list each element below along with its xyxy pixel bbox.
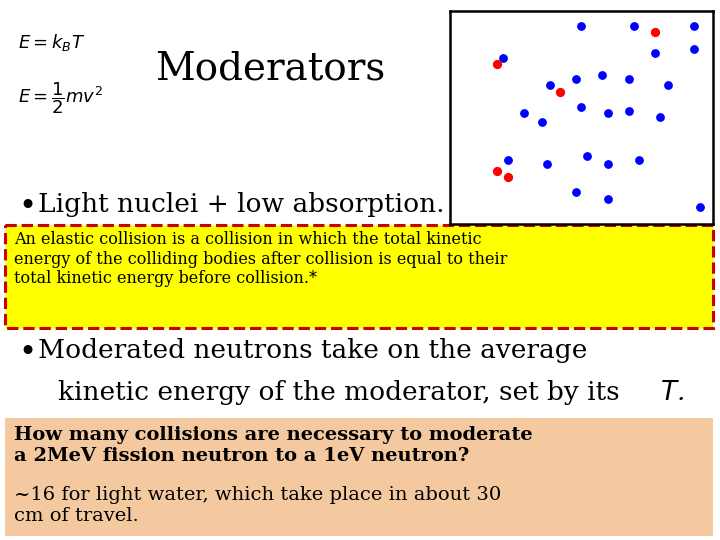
Point xyxy=(688,45,700,53)
Point xyxy=(492,166,503,175)
Text: •: • xyxy=(18,338,36,367)
Point xyxy=(502,173,513,181)
Point xyxy=(581,152,593,160)
Point xyxy=(576,103,588,111)
Bar xyxy=(5,418,713,536)
Text: $E = \dfrac{1}{2}mv^2$: $E = \dfrac{1}{2}mv^2$ xyxy=(18,80,103,116)
Point xyxy=(597,70,608,79)
Point xyxy=(628,22,639,30)
Text: $T$.: $T$. xyxy=(660,380,684,405)
Text: How many collisions are necessary to moderate
a 2MeV fission neutron to a 1eV ne: How many collisions are necessary to mod… xyxy=(14,426,533,465)
Text: Moderated neutrons take on the average: Moderated neutrons take on the average xyxy=(38,338,588,363)
Text: Moderators: Moderators xyxy=(155,50,385,87)
Point xyxy=(662,81,674,90)
Point xyxy=(541,160,553,168)
Text: Light nuclei + low absorption.: Light nuclei + low absorption. xyxy=(38,192,444,217)
Point xyxy=(536,117,548,126)
Point xyxy=(502,156,513,164)
Point xyxy=(623,75,634,83)
Point xyxy=(554,87,566,96)
Point xyxy=(688,22,700,30)
Text: $E = k_B T$: $E = k_B T$ xyxy=(18,32,85,53)
Point xyxy=(602,109,613,118)
Point xyxy=(576,22,588,30)
Point xyxy=(544,81,556,90)
Point xyxy=(492,60,503,69)
Point xyxy=(602,194,613,203)
Text: An elastic collision is a collision in which the total kinetic
energy of the col: An elastic collision is a collision in w… xyxy=(14,231,508,287)
Point xyxy=(602,160,613,168)
Point xyxy=(570,75,582,83)
Text: kinetic energy of the moderator, set by its: kinetic energy of the moderator, set by … xyxy=(58,380,628,405)
Point xyxy=(649,28,661,37)
Point xyxy=(623,107,634,116)
Point xyxy=(654,113,666,122)
Point xyxy=(634,156,645,164)
Point xyxy=(694,202,706,211)
Point xyxy=(518,109,529,118)
Point xyxy=(649,49,661,58)
Point xyxy=(497,53,508,62)
Bar xyxy=(5,225,713,328)
Text: •: • xyxy=(18,192,36,221)
Point xyxy=(570,188,582,197)
Text: ~16 for light water, which take place in about 30
cm of travel.: ~16 for light water, which take place in… xyxy=(14,486,501,525)
